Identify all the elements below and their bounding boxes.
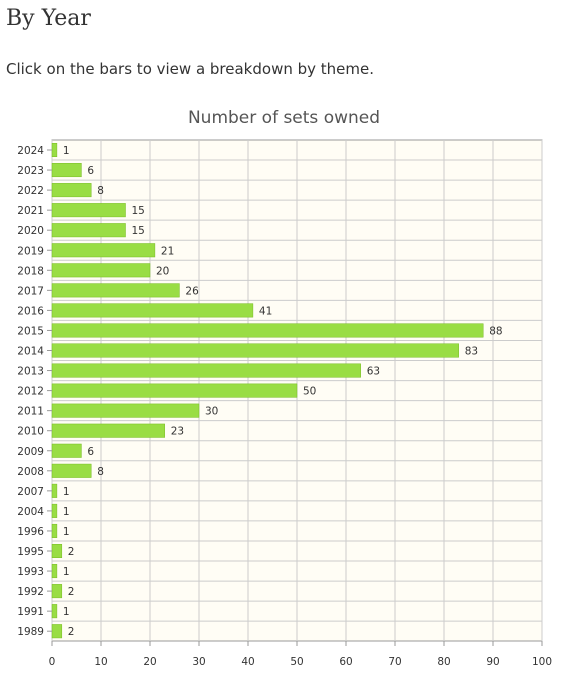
bar-2004[interactable] xyxy=(51,503,58,518)
bar-2015[interactable] xyxy=(51,323,484,338)
bar-2024[interactable] xyxy=(51,143,58,157)
x-tick-label: 90 xyxy=(486,656,499,668)
page-title: By Year xyxy=(6,6,91,31)
x-tick-label: 0 xyxy=(49,656,56,668)
y-tick-label-2021: 2021 xyxy=(17,205,44,217)
y-tick-label-2020: 2020 xyxy=(17,225,44,237)
data-label-2007: 1 xyxy=(63,486,70,498)
x-tick-label: 20 xyxy=(143,656,156,668)
x-tick-label: 70 xyxy=(388,656,401,668)
data-label-1993: 1 xyxy=(63,566,70,578)
bar-2020[interactable] xyxy=(51,223,126,238)
bar-2011[interactable] xyxy=(51,403,200,418)
bar-1996[interactable] xyxy=(51,523,58,538)
data-label-2008: 8 xyxy=(97,466,104,478)
bar-2016[interactable] xyxy=(51,303,254,318)
data-label-1991: 1 xyxy=(63,606,70,618)
bar-2014[interactable] xyxy=(51,343,459,358)
y-tick-label-2022: 2022 xyxy=(17,185,44,197)
data-label-2012: 50 xyxy=(303,386,316,398)
data-label-2021: 15 xyxy=(132,205,145,217)
data-label-2019: 21 xyxy=(161,245,174,257)
y-tick-label-1995: 1995 xyxy=(17,546,44,558)
y-tick-label-2023: 2023 xyxy=(17,165,44,177)
data-label-2011: 30 xyxy=(205,406,218,418)
bar-2009[interactable] xyxy=(51,443,82,458)
y-tick-label-1992: 1992 xyxy=(17,586,44,598)
bar-1992[interactable] xyxy=(51,584,63,599)
x-tick-label: 60 xyxy=(339,656,352,668)
bar-2017[interactable] xyxy=(51,283,180,298)
y-tick-label-1991: 1991 xyxy=(17,606,44,618)
y-tick-label-2008: 2008 xyxy=(17,466,44,478)
bar-1989[interactable] xyxy=(51,624,63,639)
chart-title: Number of sets owned xyxy=(188,108,380,128)
data-label-1992: 2 xyxy=(68,586,75,598)
intro-text: Click on the bars to view a breakdown by… xyxy=(6,60,375,78)
x-tick-label: 10 xyxy=(94,656,107,668)
y-tick-label-2010: 2010 xyxy=(17,426,44,438)
bar-1991[interactable] xyxy=(51,604,58,619)
bar-2012[interactable] xyxy=(51,383,298,398)
bar-2008[interactable] xyxy=(51,463,92,478)
y-tick-label-2013: 2013 xyxy=(17,366,44,378)
y-tick-label-2015: 2015 xyxy=(17,325,44,337)
y-tick-label-2011: 2011 xyxy=(17,406,44,418)
data-label-2009: 6 xyxy=(87,446,94,458)
data-label-2013: 63 xyxy=(367,366,380,378)
y-tick-label-2018: 2018 xyxy=(17,265,44,277)
x-tick-label: 100 xyxy=(532,656,552,668)
data-label-1989: 2 xyxy=(68,626,75,638)
data-label-2018: 20 xyxy=(156,265,169,277)
x-tick-label: 80 xyxy=(437,656,450,668)
y-tick-label-1989: 1989 xyxy=(17,626,44,638)
data-label-2023: 6 xyxy=(87,165,94,177)
data-label-2004: 1 xyxy=(63,506,70,518)
bar-2022[interactable] xyxy=(51,183,92,198)
data-label-2010: 23 xyxy=(171,426,184,438)
data-label-2024: 1 xyxy=(63,145,70,157)
y-tick-label-1996: 1996 xyxy=(17,526,44,538)
data-label-1996: 1 xyxy=(63,526,70,538)
y-tick-label-2017: 2017 xyxy=(17,285,44,297)
data-label-2020: 15 xyxy=(132,225,145,237)
data-label-2022: 8 xyxy=(97,185,104,197)
y-tick-label-2009: 2009 xyxy=(17,446,44,458)
bar-2019[interactable] xyxy=(51,243,156,258)
x-tick-label: 50 xyxy=(290,656,303,668)
y-tick-label-2014: 2014 xyxy=(17,346,44,358)
data-label-2015: 88 xyxy=(489,325,502,337)
data-label-2017: 26 xyxy=(185,285,199,297)
y-tick-label-2019: 2019 xyxy=(17,245,44,257)
bar-2021[interactable] xyxy=(51,203,126,218)
bar-2010[interactable] xyxy=(51,423,165,438)
y-tick-label-2007: 2007 xyxy=(17,486,44,498)
bar-2007[interactable] xyxy=(51,483,58,498)
y-tick-label-2004: 2004 xyxy=(17,506,44,518)
bar-1993[interactable] xyxy=(51,564,58,579)
bar-2023[interactable] xyxy=(51,163,82,178)
bar-2013[interactable] xyxy=(51,363,361,378)
y-axis-ticks: 2024 2023 2022 2021 2020 2019 2018 2017 2016 2015… xyxy=(17,145,52,638)
data-label-1995: 2 xyxy=(68,546,75,558)
x-tick-label: 40 xyxy=(241,656,254,668)
bar-2018[interactable] xyxy=(51,263,151,278)
bar-1995[interactable] xyxy=(51,544,63,558)
y-tick-label-2012: 2012 xyxy=(17,386,44,398)
y-tick-label-2016: 2016 xyxy=(17,305,44,317)
y-tick-label-2024: 2024 xyxy=(17,145,44,157)
data-label-2016: 41 xyxy=(259,305,272,317)
data-label-2014: 83 xyxy=(465,346,478,358)
y-tick-label-1993: 1993 xyxy=(17,566,44,578)
x-axis-ticks: 0 10 20 30 40 50 60 70 80 90 100 xyxy=(49,641,552,668)
x-tick-label: 30 xyxy=(192,656,205,668)
